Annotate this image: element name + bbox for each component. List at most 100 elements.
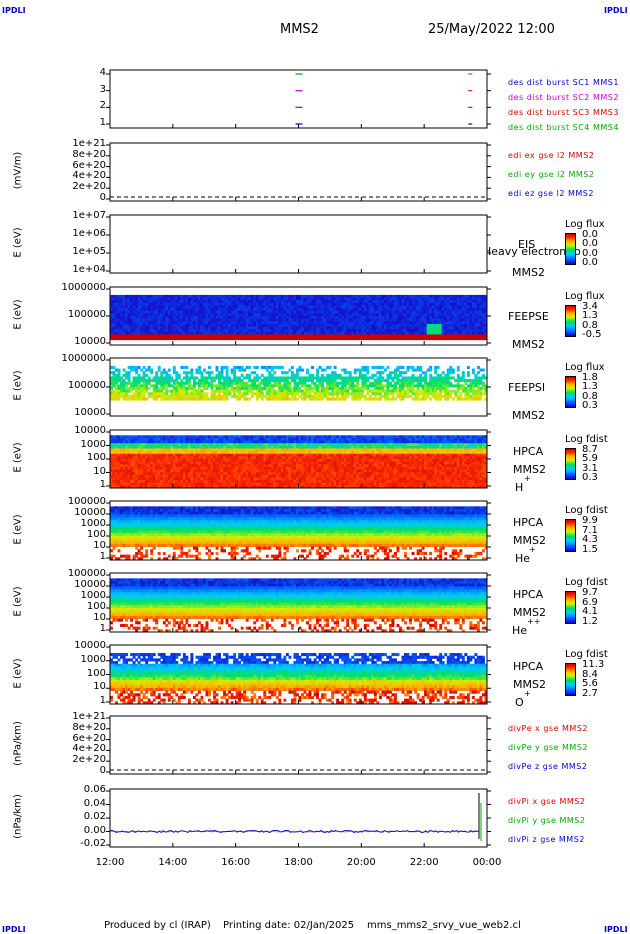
- instrument-label: HPCA: [513, 660, 544, 673]
- x-tick-label: 18:00: [284, 857, 313, 868]
- legend-entry: des dist burst SC1 MMS1: [508, 78, 619, 87]
- footer-producer: Produced by cl (IRAP): [104, 920, 211, 931]
- colorbar-tick-label: 5.6: [582, 678, 598, 690]
- y-tick-label: 1e+05: [72, 246, 106, 257]
- charge-label: +: [529, 545, 536, 554]
- instrument-label: HPCA: [513, 588, 544, 601]
- colorbar-tick-label: 0.3: [582, 400, 598, 411]
- panel-frame-divpi: [109, 788, 488, 848]
- charge-label: +: [524, 474, 531, 483]
- colorbar-title: Log flux: [565, 362, 605, 373]
- colorbar-title: Log fdist: [565, 577, 608, 588]
- colorbar-title: Log fdist: [565, 649, 608, 660]
- corner-label-top-right: IPDLI: [604, 6, 628, 15]
- y-tick-label: 3: [99, 83, 106, 95]
- panel-frame-burst: [109, 69, 488, 129]
- legend-entry: des dist burst SC4 MMS4: [508, 123, 619, 132]
- x-tick-label: 12:00: [95, 857, 125, 868]
- corner-label-bottom-right: IPDLI: [604, 925, 628, 934]
- species-label: O: [515, 696, 524, 709]
- y-tick-label: 10000: [74, 507, 106, 518]
- datetime-title: 25/May/2022 12:00: [428, 22, 555, 37]
- colorbar: [565, 376, 576, 408]
- colorbar: [565, 519, 576, 552]
- colorbar-title: Log flux: [565, 291, 605, 302]
- legend-entry: des dist burst SC2 MMS2: [508, 93, 619, 102]
- legend-entry: edi ex gse l2 MMS2: [508, 151, 595, 160]
- colorbar-tick-label: 5.9: [582, 453, 598, 465]
- colorbar-tick-label: 0.0: [582, 247, 598, 259]
- colorbar-tick-label: 6.9: [582, 596, 598, 608]
- colorbar-title: Log fdist: [565, 434, 608, 445]
- colorbar-tick-label: 0.0: [582, 238, 598, 250]
- colorbar: [565, 591, 576, 624]
- footer-filename: mms_mms2_srvy_vue_web2.cl: [367, 920, 521, 931]
- colorbar-tick-label: 1.3: [582, 381, 598, 393]
- y-tick-label: 10000: [74, 336, 106, 347]
- legend-entry: divPi x gse MMS2: [508, 797, 586, 806]
- charge-label: +: [524, 689, 531, 698]
- spacecraft-label: MMS2: [512, 409, 545, 422]
- x-tick-label: 00:00: [472, 857, 502, 868]
- y-tick-label: 100: [86, 529, 106, 540]
- colorbar-tick-label: 0.0: [582, 229, 598, 240]
- colorbar-tick-label: 1.2: [582, 616, 598, 627]
- y-tick-label: 2e+20: [72, 754, 106, 766]
- colorbar-tick-label: 0.3: [582, 472, 598, 483]
- colorbar-tick-label: -0.5: [582, 329, 602, 340]
- y-tick-label: 4e+20: [72, 743, 106, 755]
- colorbar-tick-label: 3.1: [582, 462, 598, 474]
- legend-entry: divPi z gse MMS2: [508, 835, 585, 844]
- y-tick-label: 1e+04: [72, 264, 106, 275]
- y-tick-label: 1e+06: [72, 228, 106, 239]
- spacecraft-label: MMS2: [513, 606, 546, 619]
- y-tick-label: 100: [86, 667, 106, 679]
- instrument-label: HPCA: [513, 516, 544, 529]
- y-tick-label: 0.00: [83, 824, 106, 836]
- colorbar-tick-label: 1.5: [582, 544, 598, 555]
- y-tick-label: 8e+20: [72, 721, 106, 733]
- y-tick-label: 1000: [80, 438, 106, 450]
- y-tick-label: 1000: [80, 590, 106, 601]
- y-tick-label: 10: [93, 612, 106, 623]
- y-tick-label: 1000: [80, 653, 106, 665]
- y-tick-label: 1: [99, 623, 106, 634]
- colorbar-title: Log fdist: [565, 505, 608, 516]
- y-tick-label: 10000: [74, 579, 106, 590]
- colorbar-tick-label: 4.3: [582, 534, 598, 546]
- colorbar-tick-label: 0.8: [582, 390, 598, 402]
- y-tick-label: 100000: [67, 380, 106, 391]
- spacecraft-label: MMS2: [513, 534, 546, 547]
- y-tick-label: 1e+07: [72, 210, 106, 221]
- instrument-label: FEEPSI: [508, 381, 546, 394]
- y-tick-label: 100: [86, 452, 106, 463]
- y-tick-label: 10: [93, 681, 106, 693]
- instrument-label: HPCA: [513, 445, 544, 458]
- colorbar-tick-label: 9.7: [582, 587, 598, 598]
- y-tick-label: 10000: [74, 640, 106, 651]
- y-tick-label: 1: [99, 117, 106, 128]
- species-label: He: [512, 624, 528, 637]
- instrument-label: FEEPSE: [508, 310, 549, 323]
- y-tick-label: 1: [99, 695, 106, 706]
- legend-entry: edi ey gse l2 MMS2: [508, 170, 595, 179]
- colorbar-tick-label: 9.9: [582, 515, 598, 526]
- y-tick-label: 10: [93, 465, 106, 477]
- colorbar: [565, 448, 576, 480]
- colorbar-tick-label: 8.7: [582, 444, 598, 455]
- y-tick-label: 2: [99, 100, 106, 112]
- y-tick-label: 0.04: [83, 797, 106, 809]
- colorbar: [565, 305, 576, 337]
- legend-entry: divPe y gse MMS2: [508, 743, 588, 752]
- spacecraft-label: MMS2: [512, 266, 545, 279]
- colorbar-tick-label: 4.1: [582, 606, 598, 618]
- spacecraft-label: MMS2: [513, 463, 546, 476]
- y-tick-label: 0.06: [83, 784, 106, 795]
- colorbar-tick-label: 1.8: [582, 372, 598, 383]
- y-tick-label: 1: [99, 479, 106, 490]
- y-tick-label: 4e+20: [72, 170, 106, 182]
- y-tick-label: 1: [99, 551, 106, 562]
- colorbar-tick-label: 11.3: [582, 659, 605, 670]
- colorbar-tick-label: 0.8: [582, 319, 598, 331]
- y-tick-label: 2e+20: [72, 181, 106, 193]
